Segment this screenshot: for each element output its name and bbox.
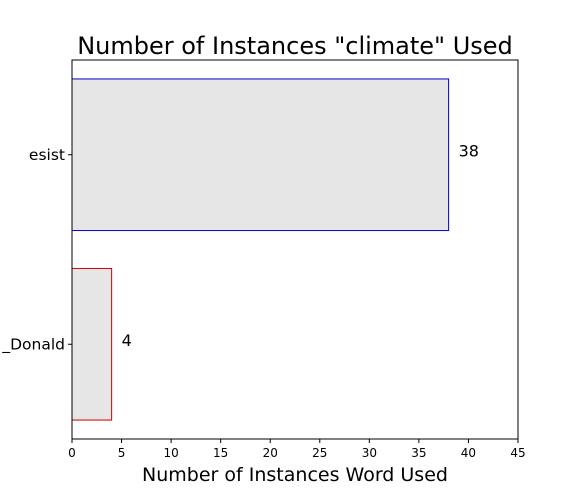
data-label-esist: 38	[459, 141, 479, 160]
bar-donald	[72, 268, 112, 420]
data-label-donald: 4	[122, 331, 132, 350]
bar-esist	[72, 79, 449, 231]
x-axis: 0 5 10 15 20 25 30 35 40 45	[68, 439, 525, 460]
x-tick-label: 40	[461, 446, 476, 460]
x-tick-label: 35	[411, 446, 426, 460]
x-tick-label: 30	[362, 446, 377, 460]
y-axis: esist _Donald	[1, 146, 72, 354]
x-tick-label: 0	[68, 446, 76, 460]
x-tick-label: 5	[118, 446, 126, 460]
y-tick-label-donald: _Donald	[1, 336, 65, 355]
x-tick-label: 15	[213, 446, 228, 460]
x-tick-label: 10	[163, 446, 178, 460]
y-tick-label-esist: esist	[29, 146, 65, 164]
x-axis-label: Number of Instances Word Used	[142, 464, 448, 486]
x-tick-label: 20	[263, 446, 278, 460]
x-tick-label: 25	[312, 446, 327, 460]
chart-title: Number of Instances "climate" Used	[77, 32, 513, 60]
x-tick-label: 45	[510, 446, 525, 460]
plot-area: 38 4	[72, 79, 479, 420]
